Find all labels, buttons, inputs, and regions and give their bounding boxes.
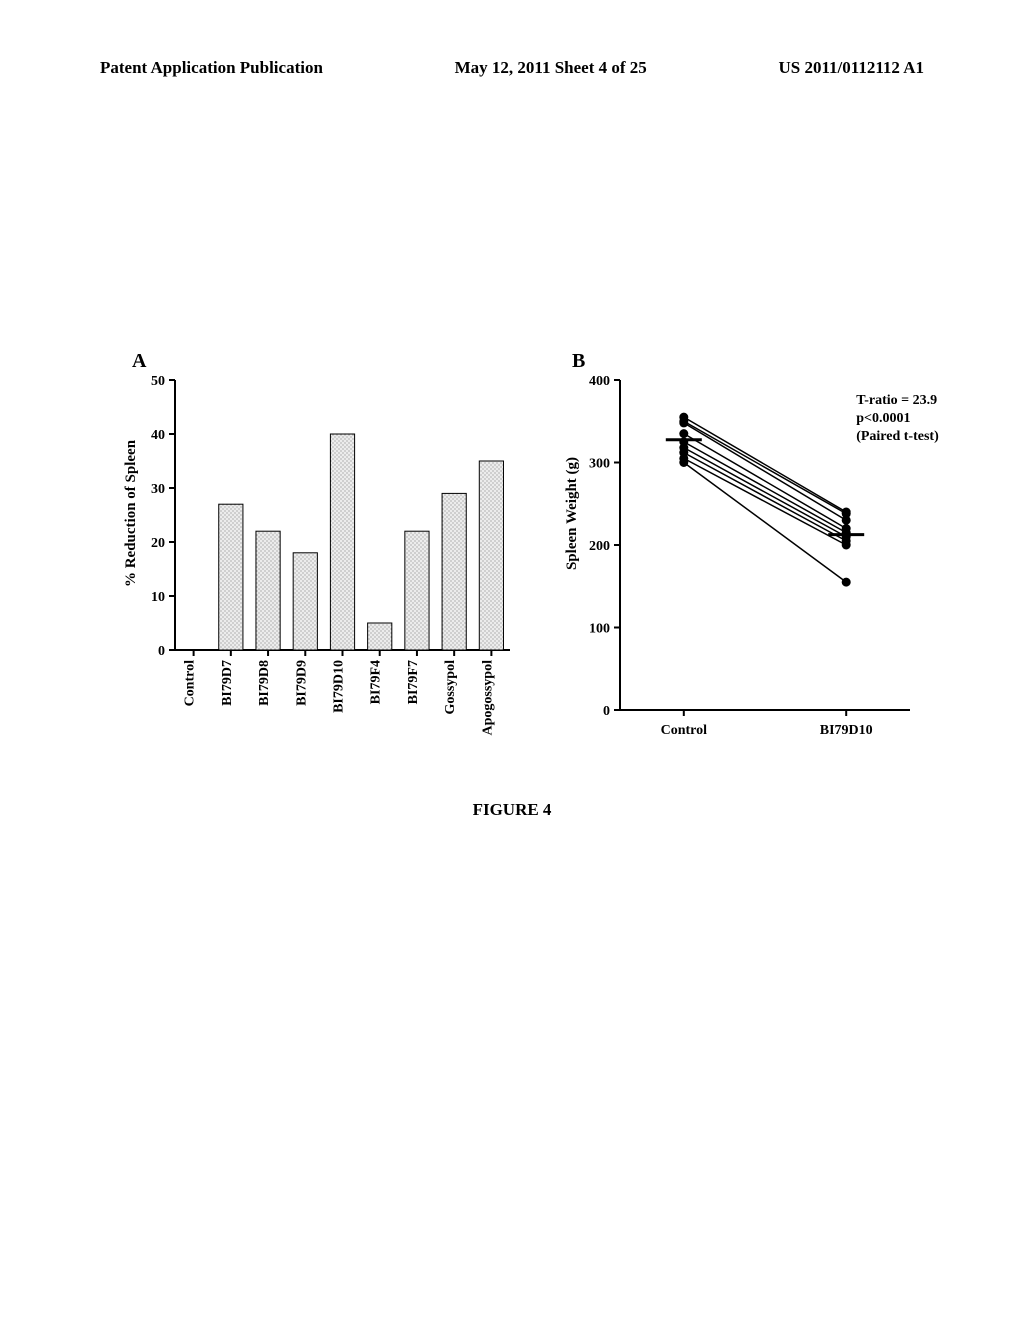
svg-text:10: 10 <box>151 590 165 605</box>
figure-caption: FIGURE 4 <box>0 800 1024 820</box>
svg-text:BI79D10: BI79D10 <box>820 723 873 738</box>
svg-text:T-ratio = 23.9: T-ratio = 23.9 <box>856 393 937 408</box>
svg-text:Control: Control <box>661 723 708 738</box>
header-center: May 12, 2011 Sheet 4 of 25 <box>455 58 647 78</box>
svg-text:200: 200 <box>589 539 610 554</box>
bar <box>330 434 354 650</box>
svg-text:BI79D8: BI79D8 <box>257 660 272 706</box>
panel-b-y-label: Spleen Weight (g) <box>564 457 581 570</box>
bar <box>219 504 243 650</box>
svg-text:p<0.0001: p<0.0001 <box>856 411 910 426</box>
panel-a-y-label: % Reduction of Spleen <box>123 440 140 587</box>
bar <box>442 493 466 650</box>
svg-text:0: 0 <box>158 644 165 659</box>
svg-text:BI79D9: BI79D9 <box>294 660 309 706</box>
panel-a: A 01020304050ControlBI79D7BI79D8BI79D9BI… <box>120 370 520 770</box>
svg-text:BI79F7: BI79F7 <box>406 660 421 704</box>
svg-text:300: 300 <box>589 457 610 472</box>
panel-b-label: B <box>572 350 585 373</box>
figure-container: A 01020304050ControlBI79D7BI79D8BI79D9BI… <box>120 370 920 790</box>
svg-text:Gossypol: Gossypol <box>443 660 458 715</box>
svg-text:400: 400 <box>589 374 610 389</box>
svg-text:Control: Control <box>183 660 198 707</box>
svg-text:0: 0 <box>603 704 610 719</box>
bar <box>368 623 392 650</box>
scatter-chart: 0100200300400ControlBI79D10T-ratio = 23.… <box>560 370 920 770</box>
bar <box>293 553 317 650</box>
bar <box>405 531 429 650</box>
panel-b: B 0100200300400ControlBI79D10T-ratio = 2… <box>560 370 920 770</box>
svg-text:BI79D10: BI79D10 <box>332 660 347 713</box>
svg-text:Apogossypol: Apogossypol <box>480 660 495 736</box>
bar <box>256 531 280 650</box>
svg-text:BI79F4: BI79F4 <box>369 660 384 704</box>
svg-text:20: 20 <box>151 536 165 551</box>
header-right: US 2011/0112112 A1 <box>779 58 924 78</box>
panel-a-label: A <box>132 350 146 373</box>
svg-text:30: 30 <box>151 482 165 497</box>
svg-text:50: 50 <box>151 374 165 389</box>
bar-chart: 0 10 20 30 40 50 Control BI79D7 BI79D8 BI79D9 BI79… <box>120 370 520 770</box>
svg-text:40: 40 <box>151 428 165 443</box>
header-left: Patent Application Publication <box>100 58 323 78</box>
svg-text:100: 100 <box>589 622 610 637</box>
bar <box>479 461 503 650</box>
svg-text:BI79D7: BI79D7 <box>220 660 235 706</box>
svg-text:(Paired t-test): (Paired t-test) <box>856 429 939 444</box>
